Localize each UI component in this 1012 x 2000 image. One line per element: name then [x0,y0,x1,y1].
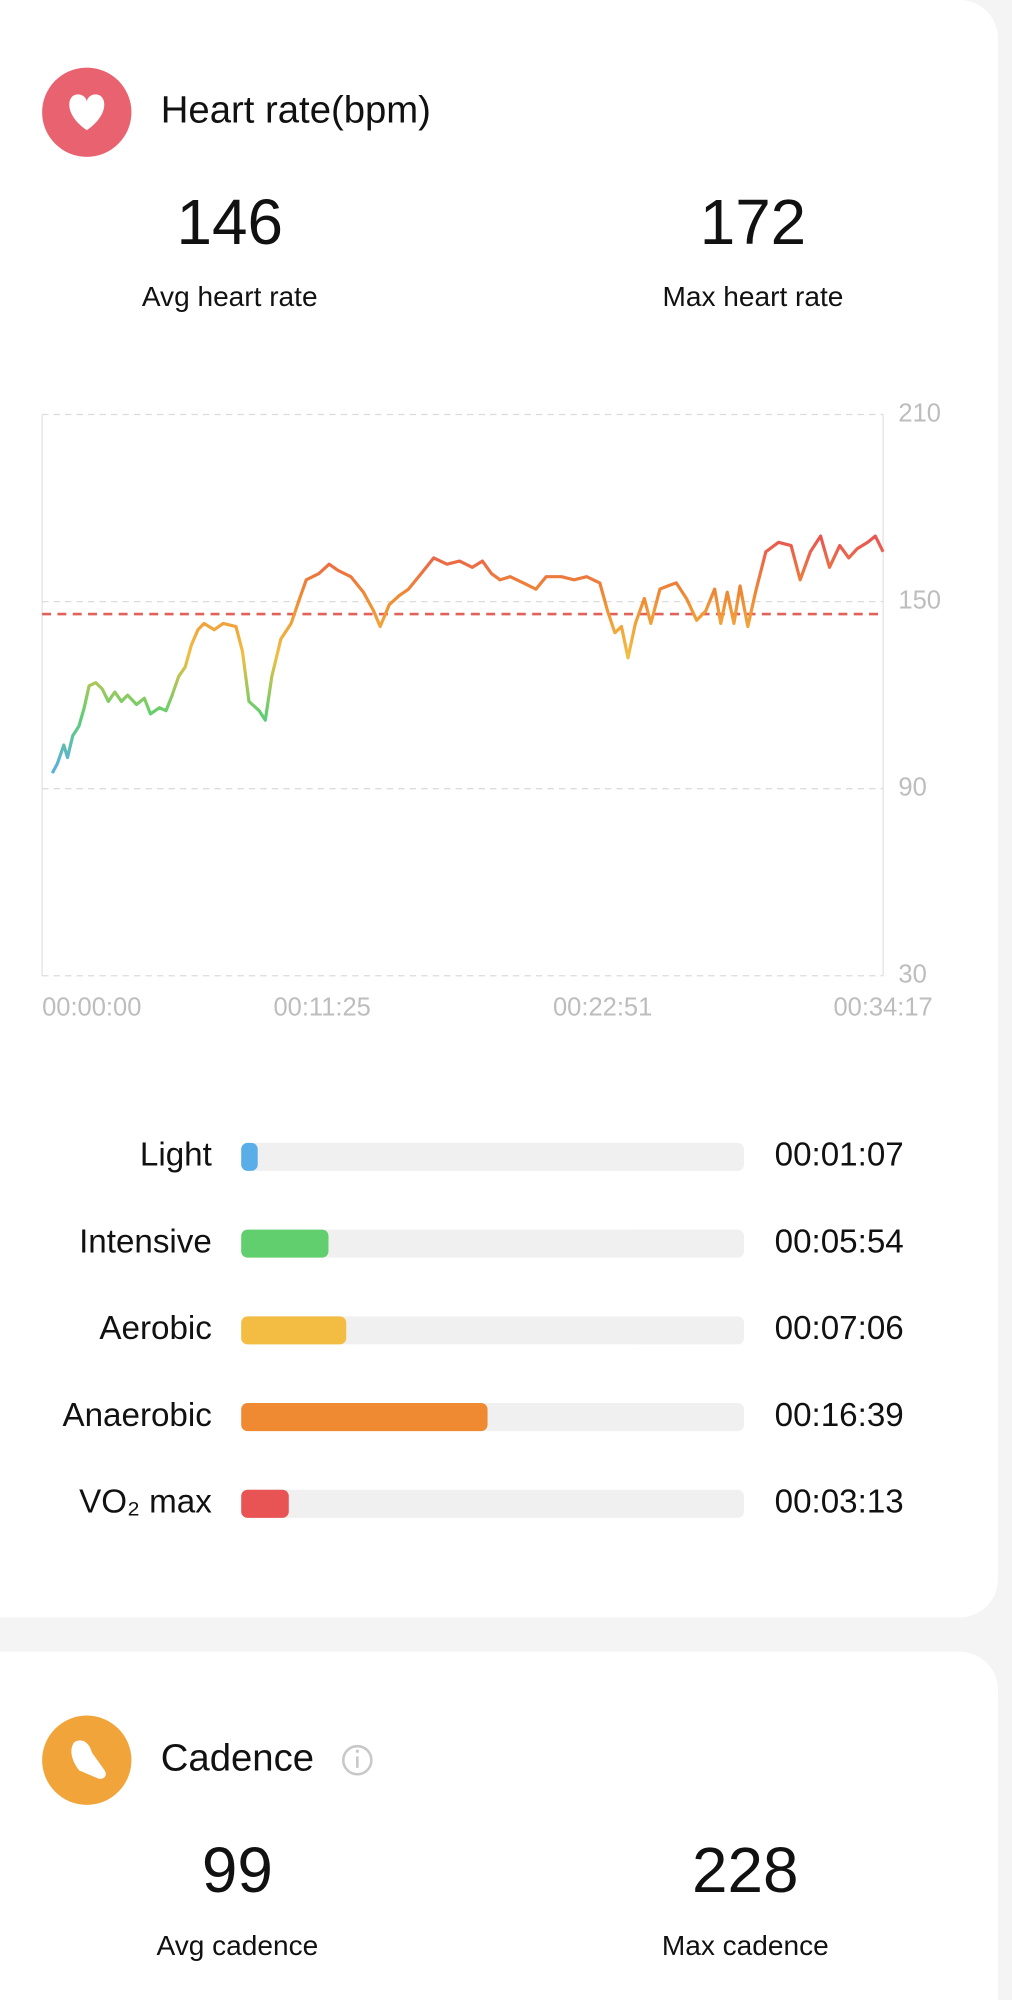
zone-name: Light [140,1137,212,1174]
zone-bar [241,1316,347,1345]
y-tick-label: 30 [898,961,926,989]
zone-duration: 00:03:13 [775,1484,904,1521]
y-tick-label: 150 [898,586,941,614]
zone-bar [241,1403,488,1432]
zone-track [241,1316,745,1345]
heart-rate-line [50,534,885,774]
stat-label: Avg heart rate [142,281,318,312]
zone-bar [241,1489,289,1518]
x-tick-label: 00:11:25 [273,994,370,1022]
info-glyph [355,1749,359,1753]
heart-glyph [69,94,105,131]
zone-duration: 00:16:39 [775,1397,904,1434]
zone-name: VO₂ max [79,1484,212,1521]
info-icon[interactable] [342,1744,373,1776]
zone-name: Intensive [79,1223,212,1260]
zone-name: Aerobic [99,1310,211,1347]
stat-value: 228 [692,1834,798,1906]
heart-card [0,0,998,1618]
zone-bar [241,1142,258,1171]
zone-duration: 00:05:54 [775,1223,904,1260]
cadence-card [0,1651,998,2000]
zone-bar [241,1229,329,1258]
y-tick-label: 90 [898,773,926,801]
stat-label: Max cadence [662,1930,829,1961]
stat-value: 146 [176,186,282,258]
section-title: Cadence [161,1736,314,1779]
stat-label: Max heart rate [663,281,844,312]
x-tick-label: 00:34:17 [833,994,932,1022]
zone-track [241,1489,745,1518]
stat-value: 172 [700,186,806,258]
zone-track [241,1229,745,1258]
zone-duration: 00:01:07 [775,1137,904,1174]
zone-name: Anaerobic [62,1397,211,1434]
section-title: Heart rate(bpm) [161,88,431,131]
x-tick-label: 00:22:51 [553,994,652,1022]
shoe-glyph [71,1740,106,1779]
stat-label: Avg cadence [157,1930,319,1961]
zone-duration: 00:07:06 [775,1310,904,1347]
stat-value: 99 [202,1834,273,1906]
y-tick-label: 210 [898,399,941,427]
x-tick-label: 00:00:00 [42,994,141,1022]
zone-track [241,1142,745,1171]
